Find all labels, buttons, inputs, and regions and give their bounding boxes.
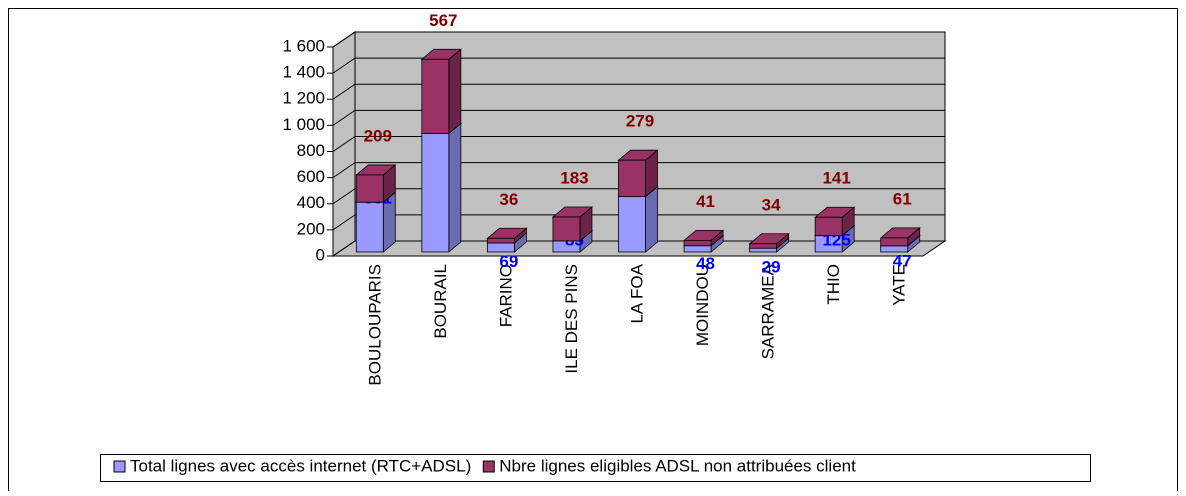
bar — [486, 237, 515, 244]
bar — [486, 242, 515, 253]
bar — [421, 132, 450, 253]
data-label: 34 — [762, 195, 781, 214]
x-tick-label: ILE DES PINS — [562, 264, 581, 374]
data-label: 209 — [364, 126, 392, 145]
grid-line-side — [332, 136, 356, 152]
grid-line-side — [332, 83, 356, 100]
legend-swatch — [113, 460, 126, 473]
bar — [749, 247, 778, 253]
x-tick-label: SARRAMEA — [759, 263, 778, 359]
bar — [552, 216, 581, 242]
y-tick-label: 1 200 — [282, 89, 325, 108]
data-label: 29 — [762, 257, 781, 276]
bar-side — [448, 48, 462, 135]
y-tick-label: 600 — [297, 167, 325, 186]
bar — [618, 159, 646, 198]
data-label: 141 — [822, 169, 850, 188]
bar — [355, 174, 384, 203]
data-label: 41 — [696, 192, 715, 211]
data-label: 69 — [499, 252, 518, 271]
y-tick-label: 0 — [316, 245, 325, 264]
legend-label: Total lignes avec accès internet (RTC+AD… — [130, 456, 471, 475]
x-tick-label: BOULOUPARIS — [365, 264, 384, 386]
bar — [683, 239, 712, 247]
y-tick-label: 400 — [297, 193, 325, 212]
x-tick-label: THIO — [824, 264, 843, 305]
x-tick-label: YATE — [890, 264, 909, 306]
bar — [355, 201, 384, 253]
grid-line-side — [332, 214, 356, 231]
grid-line-side — [332, 109, 356, 126]
bar — [421, 58, 450, 134]
legend-swatch — [482, 460, 495, 473]
bar — [814, 216, 843, 237]
y-tick-label: 1 000 — [282, 115, 325, 134]
y-tick-label: 800 — [297, 141, 325, 160]
data-label: 61 — [893, 189, 912, 208]
grid-line-side — [332, 31, 356, 48]
bar — [683, 245, 712, 253]
grid-line-side — [332, 240, 356, 257]
data-label: 47 — [893, 251, 912, 270]
y-tick-label: 1 400 — [282, 63, 325, 82]
data-label: 48 — [696, 254, 715, 273]
grid-line-side — [332, 188, 356, 205]
x-tick-label: BOURAIL — [431, 264, 450, 339]
data-label: 279 — [626, 112, 654, 131]
bar — [880, 237, 909, 247]
data-label: 36 — [499, 190, 518, 209]
legend-label: Nbre lignes eligibles ADSL non attribuée… — [499, 456, 856, 475]
x-tick-label: FARINO — [496, 264, 515, 327]
grid-line-side — [332, 162, 356, 179]
y-tick-label: 200 — [297, 219, 325, 238]
y-tick-label: 1 600 — [282, 36, 325, 55]
grid-line-side — [332, 57, 356, 74]
legend-box — [100, 454, 1091, 482]
data-label: 183 — [560, 168, 588, 187]
x-tick-label: MOINDOU — [693, 264, 712, 346]
bar-side — [645, 185, 658, 253]
bar — [618, 196, 646, 253]
bar-side — [448, 122, 462, 253]
data-label: 567 — [429, 11, 457, 30]
x-tick-label: LA FOA — [627, 263, 646, 323]
bar — [749, 243, 778, 249]
